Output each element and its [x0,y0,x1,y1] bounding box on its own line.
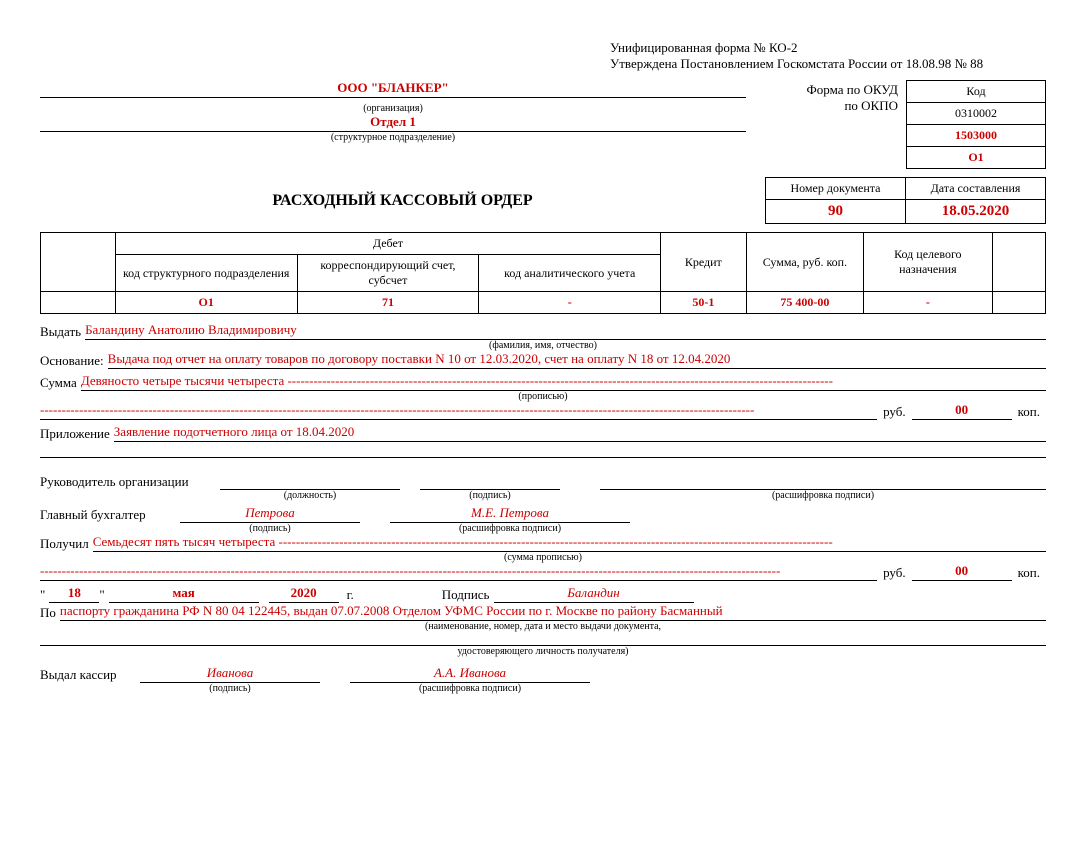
form-line1: Унифицированная форма № КО-2 [610,40,1046,56]
attach-value: Заявление подотчетного лица от 18.04.202… [114,424,1046,442]
head-name [600,472,1046,490]
head-sign-sub: (подпись) [420,490,560,501]
date-year: 2020 [269,585,339,603]
cashier-sign: Иванова [140,665,320,683]
head-name-sub: (расшифровка подписи) [600,490,1046,501]
kod-label: Код [907,81,1046,103]
attach-label: Приложение [40,426,114,442]
struct-label: код структурного подразделения [115,255,297,292]
acc-label: Главный бухгалтер [40,507,180,523]
debit-label: Дебет [115,233,660,255]
target-label: Код целевого назначения [864,233,992,292]
corr-label: корреспондирующий счет, субсчет [297,255,479,292]
acc-name-sub: (расшифровка подписи) [390,523,630,534]
okpo-label: по ОКПО [746,98,906,114]
passport-value: паспорту гражданина РФ N 80 04 122445, в… [60,603,1046,621]
doc-title: РАСХОДНЫЙ КАССОВЫЙ ОРДЕР [40,192,765,210]
main-grid: Дебет Кредит Сумма, руб. коп. Код целево… [40,232,1046,314]
org-value: ООО "БЛАНКЕР" [40,80,746,98]
kop-label: коп. [1012,404,1046,420]
issue-value: Баландину Анатолию Владимировичу [85,322,1046,340]
rub-label: руб. [877,404,912,420]
analytic-label: код аналитического учета [479,255,661,292]
passport-label: По [40,605,60,621]
acc-name: М.Е. Петрова [390,505,630,523]
r-corr: 71 [297,292,479,314]
recv-value2: ----------------------------------------… [40,563,877,581]
r-analytic: - [479,292,661,314]
r-tail [992,292,1046,314]
sign-value: Баландин [494,585,694,603]
dept-value: Отдел 1 [40,114,746,132]
num-value: 90 [766,200,906,224]
acc-sign-sub: (подпись) [180,523,360,534]
passport-sub: (наименование, номер, дата и место выдач… [40,621,1046,632]
credit-label: Кредит [661,233,747,292]
recv-label: Получил [40,536,93,552]
r-struct: О1 [115,292,297,314]
form-header: Унифицированная форма № КО-2 Утверждена … [610,40,1046,72]
head-label: Руководитель организации [40,474,220,490]
okud-value: 0310002 [907,103,1046,125]
recv-rub-label: руб. [877,565,912,581]
r-target: - [864,292,992,314]
date-month: мая [109,585,259,603]
okud-label: Форма по ОКУД [746,82,906,98]
issue-sub: (фамилия, имя, отчество) [40,340,1046,351]
sum-sub: (прописью) [40,391,1046,402]
sum-label: Сумма, руб. коп. [746,233,864,292]
cashier-sign-sub: (подпись) [140,683,320,694]
sign-label: Подпись [442,587,494,603]
date-value: 18.05.2020 [906,200,1046,224]
num-label: Номер документа [766,178,906,200]
cashier-label: Выдал кассир [40,667,140,683]
r-credit: 50-1 [661,292,747,314]
recv-kop-label: коп. [1012,565,1046,581]
recv-sub: (сумма прописью) [40,552,1046,563]
head-pos [220,472,400,490]
form-line2: Утверждена Постановлением Госкомстата Ро… [610,56,1046,72]
r-sum: 75 400-00 [746,292,864,314]
sum-value2: ----------------------------------------… [40,402,877,420]
r-blank [41,292,116,314]
date-label: Дата составления [906,178,1046,200]
recv-rub-value: 00 [912,563,1012,581]
date-day: 18 [49,585,99,603]
cashier-name-sub: (расшифровка подписи) [350,683,590,694]
year-suffix: г. [339,587,362,603]
org-sub: (организация) [40,103,746,114]
head-pos-sub: (должность) [220,490,400,501]
cashier-name: А.А. Иванова [350,665,590,683]
sum-label: Сумма [40,375,81,391]
passport-line2 [40,632,1046,646]
rub-value: 00 [912,402,1012,420]
issue-label: Выдать [40,324,85,340]
passport-sub2: удостоверяющего личность получателя) [40,646,1046,657]
basis-label: Основание: [40,353,108,369]
sum-value: Девяносто четыре тысячи четыреста ------… [81,373,1046,391]
acc-sign: Петрова [180,505,360,523]
dept-code: О1 [907,147,1046,169]
codes-table: Код 0310002 1503000 О1 [906,80,1046,169]
attach-line2 [40,442,1046,458]
basis-value: Выдача под отчет на оплату товаров по до… [108,351,1046,369]
okpo-value: 1503000 [907,125,1046,147]
recv-value: Семьдесят пять тысяч четыреста ---------… [93,534,1046,552]
dept-sub: (структурное подразделение) [40,132,746,143]
head-sign [420,472,560,490]
docnum-table: Номер документа Дата составления 90 18.0… [765,177,1046,224]
